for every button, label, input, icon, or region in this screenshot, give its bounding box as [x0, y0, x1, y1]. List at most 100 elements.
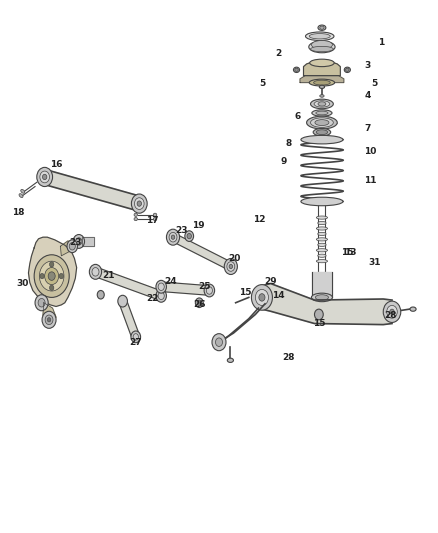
Text: 13: 13 [344, 248, 357, 256]
Text: 24: 24 [165, 277, 177, 286]
Circle shape [187, 233, 191, 239]
Ellipse shape [410, 307, 416, 311]
Circle shape [134, 198, 144, 209]
Text: 3: 3 [365, 61, 371, 70]
Polygon shape [161, 282, 210, 295]
Circle shape [48, 272, 55, 280]
Ellipse shape [311, 46, 333, 52]
Circle shape [158, 292, 164, 300]
Circle shape [197, 300, 201, 305]
Circle shape [314, 309, 323, 320]
Ellipse shape [307, 116, 337, 129]
Ellipse shape [319, 85, 325, 88]
Polygon shape [304, 63, 340, 76]
Text: 5: 5 [260, 79, 266, 88]
Text: 8: 8 [285, 140, 291, 148]
Text: 27: 27 [130, 338, 142, 346]
Ellipse shape [134, 217, 138, 221]
Text: 7: 7 [365, 125, 371, 133]
Ellipse shape [315, 295, 328, 300]
Polygon shape [94, 267, 162, 301]
Circle shape [171, 235, 175, 239]
Text: 23: 23 [69, 238, 81, 247]
Text: 20: 20 [228, 254, 240, 263]
Circle shape [42, 311, 56, 328]
Text: 23: 23 [176, 226, 188, 235]
Circle shape [59, 273, 64, 279]
Ellipse shape [316, 111, 328, 115]
Circle shape [89, 264, 102, 279]
Polygon shape [119, 299, 139, 339]
Ellipse shape [318, 221, 326, 224]
Circle shape [137, 201, 141, 206]
Ellipse shape [316, 238, 328, 241]
Text: 31: 31 [368, 259, 381, 267]
Text: 6: 6 [295, 112, 301, 120]
Ellipse shape [301, 197, 343, 206]
Ellipse shape [309, 41, 335, 53]
Circle shape [67, 240, 78, 253]
Circle shape [204, 284, 215, 297]
Polygon shape [312, 272, 332, 297]
Circle shape [133, 334, 138, 340]
Ellipse shape [346, 68, 349, 71]
Ellipse shape [311, 293, 332, 302]
Ellipse shape [318, 243, 326, 246]
Polygon shape [28, 237, 77, 306]
Circle shape [45, 268, 59, 285]
Circle shape [131, 331, 141, 343]
Ellipse shape [311, 41, 332, 49]
Ellipse shape [309, 34, 330, 39]
Circle shape [73, 235, 85, 248]
Circle shape [166, 229, 180, 245]
Circle shape [69, 243, 75, 250]
Circle shape [206, 287, 212, 294]
Ellipse shape [311, 118, 333, 127]
Ellipse shape [301, 135, 343, 144]
Circle shape [229, 264, 233, 269]
Circle shape [38, 298, 45, 307]
Text: 25: 25 [199, 282, 211, 290]
Circle shape [227, 262, 235, 271]
Text: 28: 28 [385, 311, 397, 320]
Ellipse shape [153, 213, 157, 216]
Circle shape [42, 174, 47, 180]
Ellipse shape [313, 128, 331, 136]
Polygon shape [43, 303, 56, 322]
Circle shape [34, 255, 69, 297]
Text: 21: 21 [102, 271, 115, 280]
Text: 4: 4 [365, 92, 371, 100]
Circle shape [212, 334, 226, 351]
Circle shape [387, 305, 397, 318]
Ellipse shape [311, 99, 333, 109]
Text: 22: 22 [146, 294, 159, 303]
Circle shape [195, 298, 203, 308]
Ellipse shape [309, 79, 335, 86]
Circle shape [224, 259, 237, 274]
Circle shape [40, 171, 49, 183]
Text: 2: 2 [275, 49, 281, 58]
Circle shape [158, 283, 164, 290]
Text: 15: 15 [341, 248, 353, 256]
Circle shape [131, 194, 147, 213]
Circle shape [45, 315, 53, 325]
Circle shape [390, 309, 394, 314]
Circle shape [35, 295, 48, 311]
Ellipse shape [316, 130, 328, 135]
Text: 17: 17 [146, 216, 159, 224]
Polygon shape [60, 241, 77, 256]
Circle shape [169, 232, 177, 242]
Ellipse shape [153, 217, 157, 221]
Circle shape [185, 231, 194, 241]
Circle shape [49, 285, 54, 290]
Circle shape [156, 280, 166, 293]
Polygon shape [172, 233, 232, 270]
Circle shape [49, 262, 54, 267]
Circle shape [259, 294, 265, 301]
Ellipse shape [312, 110, 332, 116]
Ellipse shape [320, 95, 324, 97]
Ellipse shape [318, 25, 326, 30]
Ellipse shape [318, 232, 326, 236]
Text: 28: 28 [282, 353, 294, 361]
Circle shape [39, 261, 64, 291]
